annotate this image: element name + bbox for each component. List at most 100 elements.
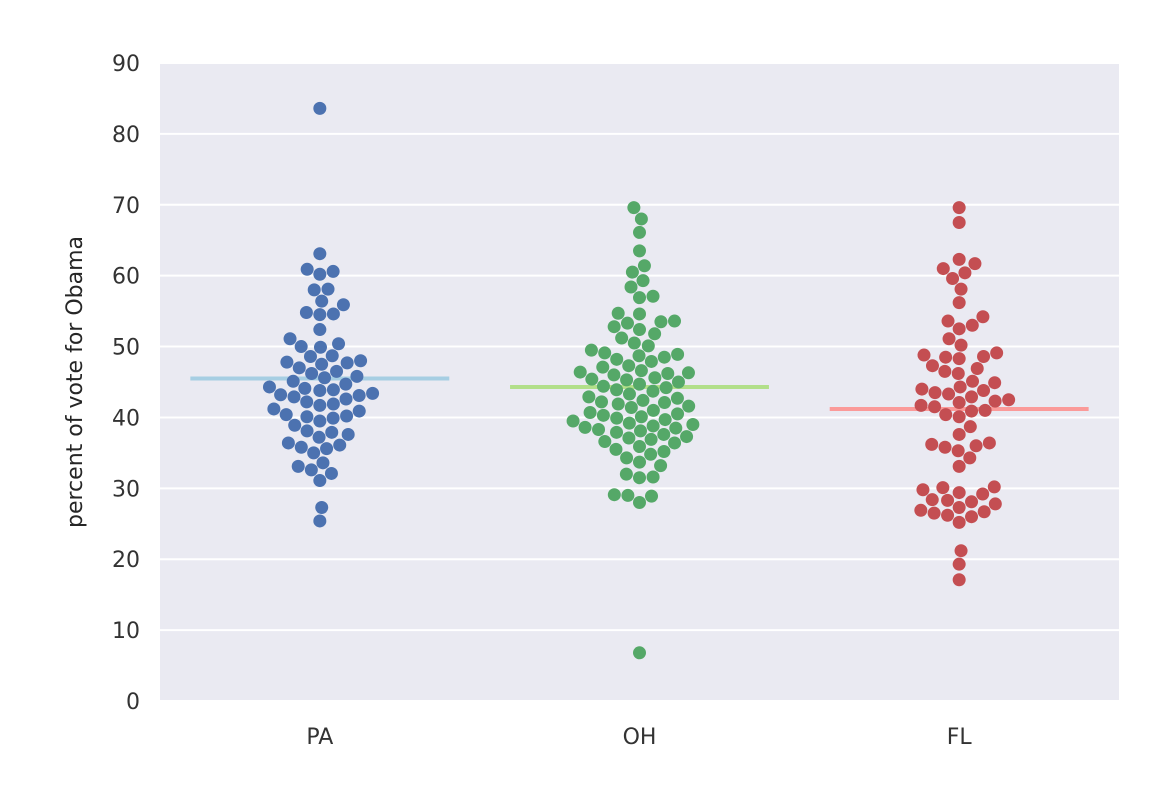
data-point — [952, 410, 966, 424]
y-tick-label: 20 — [112, 548, 140, 573]
data-point — [952, 252, 966, 266]
data-point — [671, 375, 685, 389]
data-point — [288, 418, 302, 432]
data-point — [648, 327, 662, 341]
data-point — [636, 393, 650, 407]
data-point — [952, 557, 966, 571]
data-point — [661, 366, 675, 380]
data-point — [280, 355, 294, 369]
y-tick-label: 0 — [126, 690, 140, 715]
data-points — [262, 101, 1016, 660]
data-point — [952, 296, 966, 310]
data-point — [680, 430, 694, 444]
data-point — [596, 408, 610, 422]
data-point — [633, 496, 646, 510]
y-tick-label: 70 — [112, 194, 140, 219]
data-point — [988, 376, 1002, 390]
data-point — [938, 440, 952, 454]
data-point — [646, 403, 660, 417]
data-point — [952, 486, 966, 500]
data-point — [965, 495, 979, 509]
data-point — [634, 364, 648, 378]
data-point — [313, 474, 327, 488]
data-point — [354, 354, 368, 368]
data-point — [313, 247, 327, 261]
data-point — [313, 101, 327, 115]
data-point — [366, 386, 380, 400]
data-point — [313, 414, 327, 428]
data-point — [620, 451, 634, 465]
data-point — [658, 396, 672, 410]
data-point — [641, 339, 655, 353]
data-point — [578, 420, 592, 434]
data-point — [598, 346, 612, 360]
data-point — [324, 466, 338, 480]
data-point — [339, 392, 353, 406]
data-point — [990, 346, 1004, 360]
data-point — [615, 331, 629, 345]
data-point — [1002, 393, 1016, 407]
data-point — [307, 446, 321, 460]
data-point — [607, 488, 621, 502]
data-point — [646, 289, 660, 303]
data-point — [646, 384, 660, 398]
data-point — [682, 399, 696, 413]
data-point — [339, 377, 353, 391]
data-point — [566, 414, 580, 428]
data-point — [670, 391, 684, 405]
data-point — [633, 646, 646, 660]
data-point — [936, 262, 950, 276]
data-point — [583, 405, 597, 419]
data-point — [646, 470, 660, 484]
data-point — [352, 404, 366, 418]
data-point — [318, 371, 332, 385]
data-point — [300, 410, 314, 424]
data-point — [624, 401, 638, 415]
data-point — [681, 366, 695, 380]
y-tick-label: 10 — [112, 619, 140, 644]
data-point — [350, 369, 364, 383]
data-point — [313, 323, 327, 337]
data-point — [627, 336, 641, 350]
data-point — [925, 437, 939, 451]
data-point — [313, 308, 327, 322]
data-point — [610, 411, 624, 425]
y-axis-title: percent of vote for Obama — [63, 236, 88, 528]
data-point — [915, 382, 929, 396]
data-point — [954, 282, 968, 296]
data-point — [573, 365, 587, 379]
data-point — [659, 381, 673, 395]
x-tick-label: PA — [306, 725, 333, 750]
data-point — [326, 397, 340, 411]
data-point — [648, 371, 662, 385]
data-point — [286, 374, 300, 388]
data-point — [291, 459, 305, 473]
data-point — [977, 505, 991, 519]
data-point — [633, 471, 646, 485]
data-point — [620, 316, 634, 330]
data-point — [624, 280, 638, 294]
x-axis-ticks: PA OH FL — [306, 725, 972, 750]
data-point — [646, 419, 660, 433]
data-point — [312, 430, 326, 444]
data-point — [298, 381, 312, 395]
data-point — [668, 436, 682, 450]
data-point — [952, 322, 966, 336]
data-point — [341, 427, 355, 441]
y-tick-label: 30 — [112, 477, 140, 502]
data-point — [326, 383, 340, 397]
data-point — [917, 348, 931, 362]
data-point — [977, 349, 991, 363]
data-point — [315, 500, 329, 514]
data-point — [321, 282, 335, 296]
data-point — [633, 291, 646, 305]
data-point — [610, 352, 624, 366]
data-point — [965, 390, 979, 404]
data-point — [654, 459, 668, 473]
data-point — [952, 573, 966, 587]
data-point — [633, 440, 646, 454]
data-point — [939, 350, 953, 364]
data-point — [951, 366, 965, 380]
